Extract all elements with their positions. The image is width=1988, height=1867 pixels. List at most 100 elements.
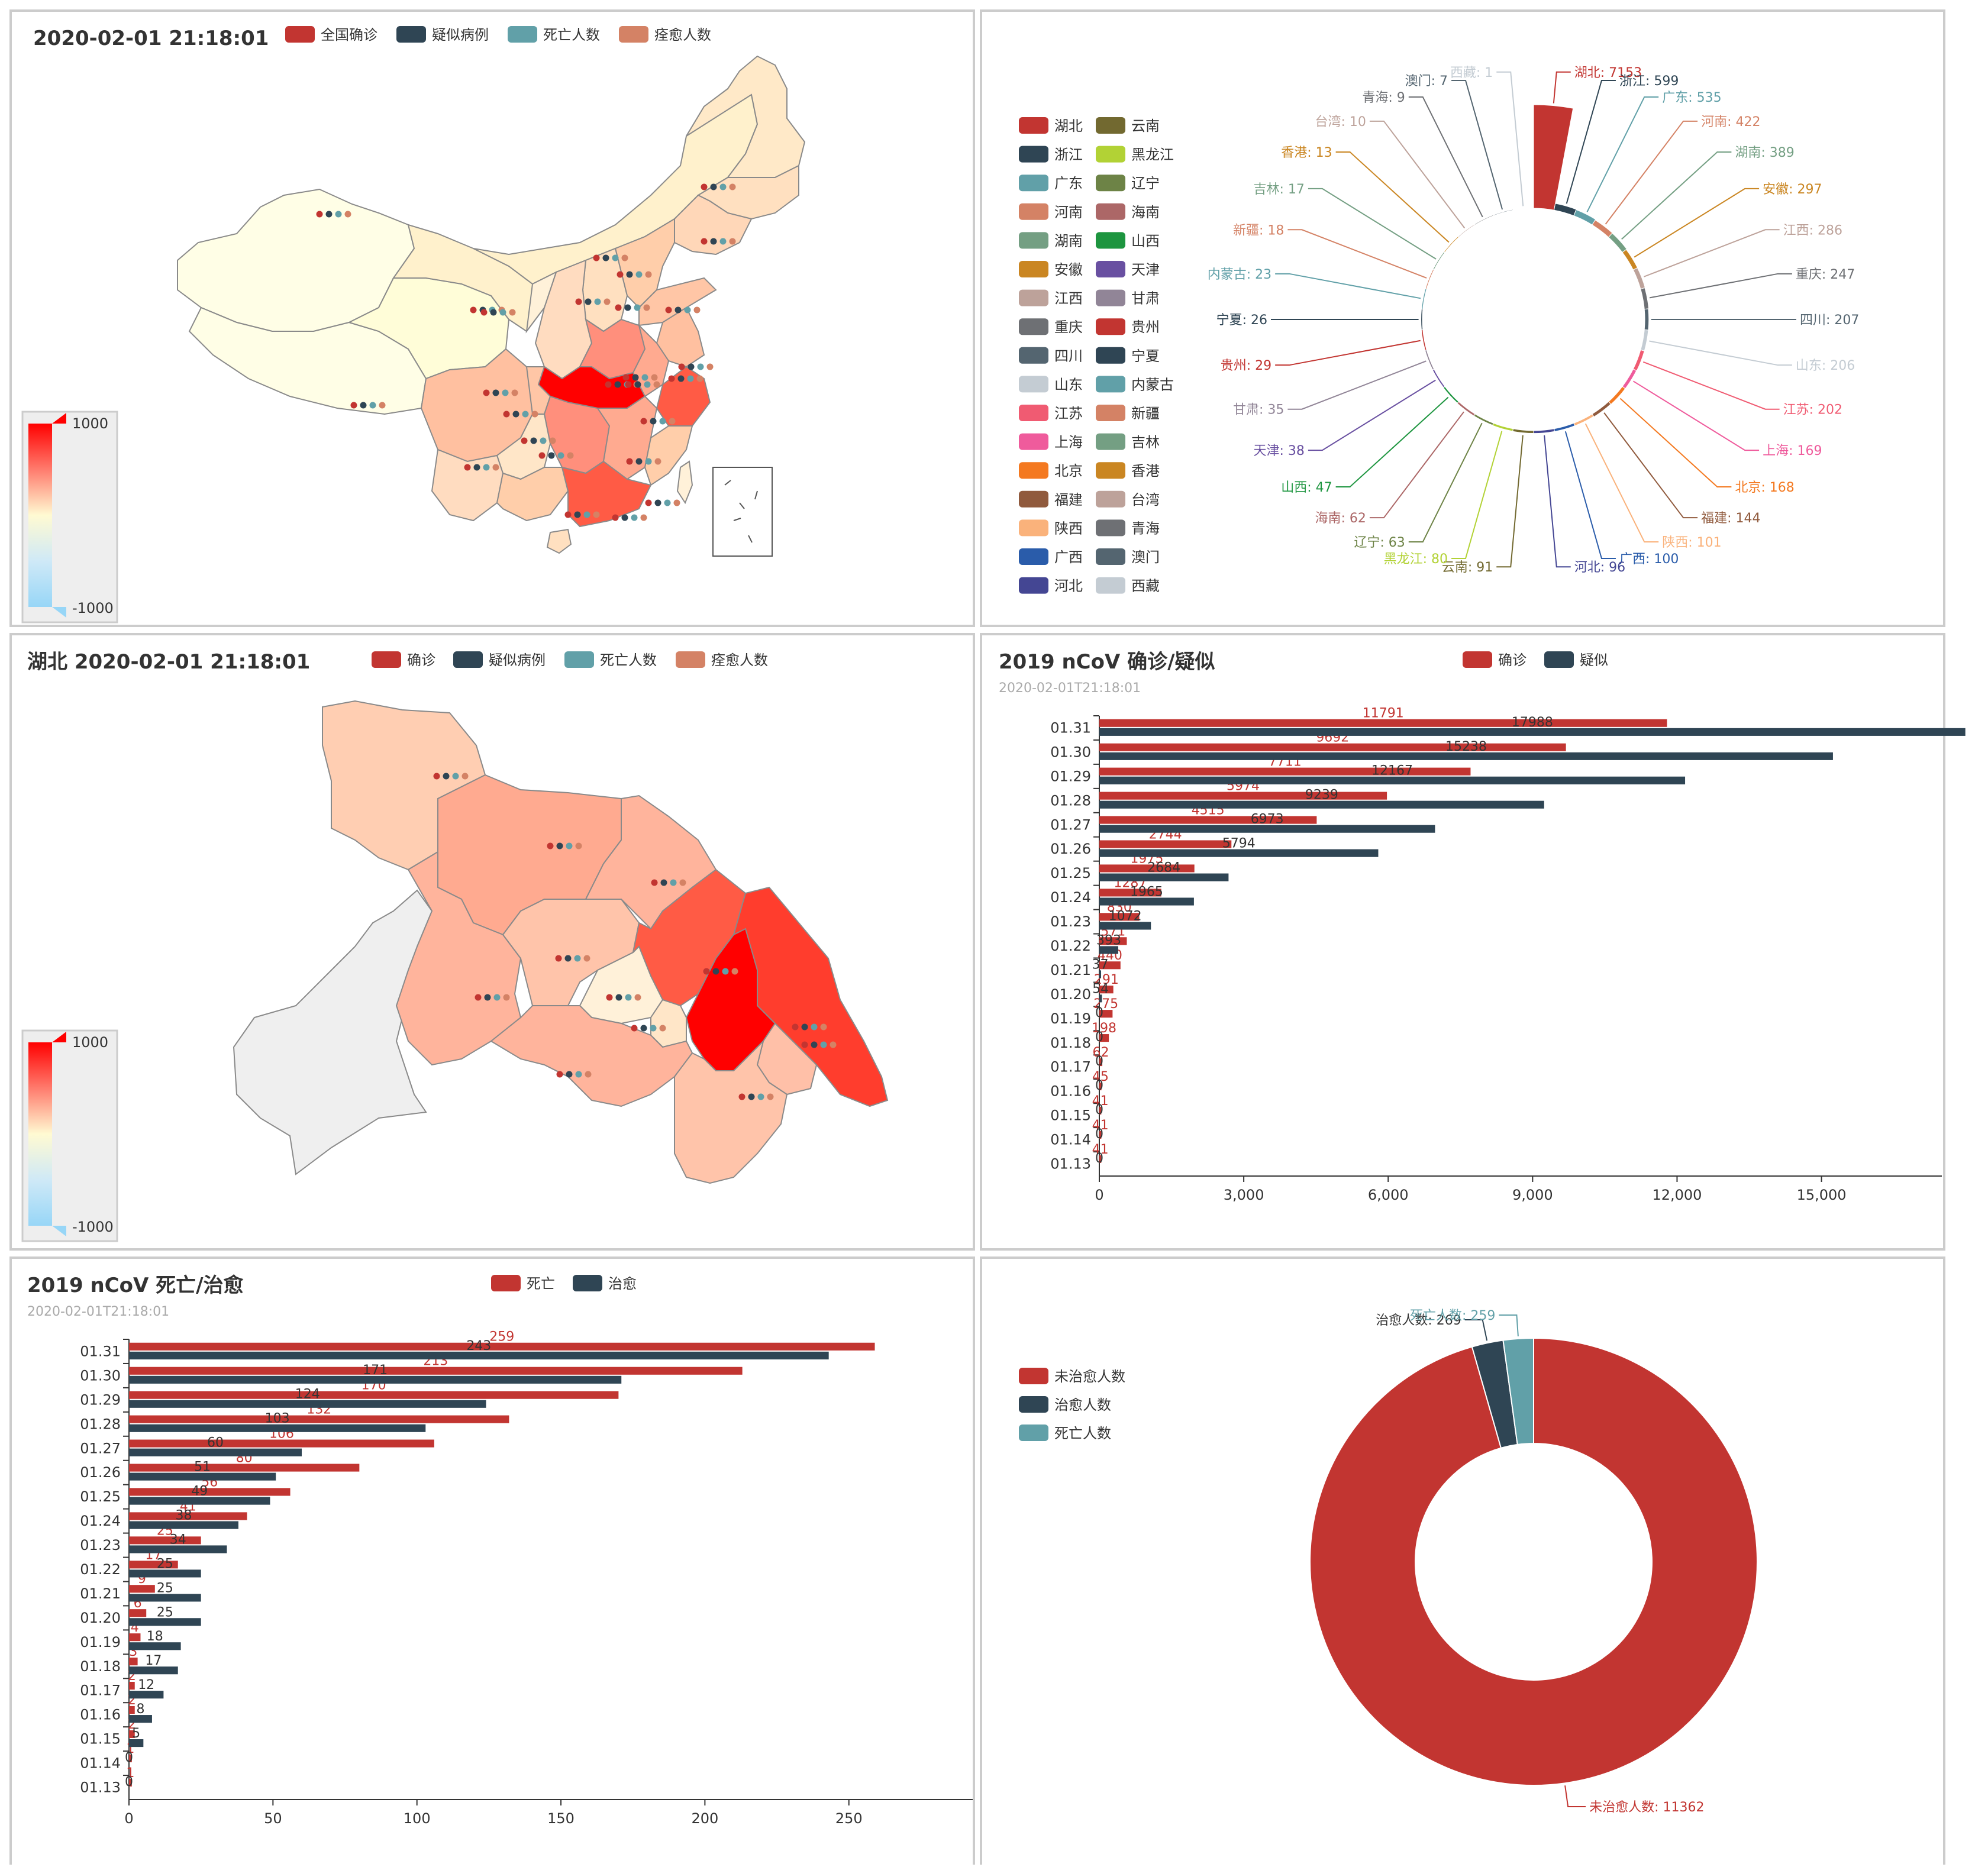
visualmap-1-handle-bottom[interactable] xyxy=(52,607,66,618)
rose-slice[interactable] xyxy=(1533,428,1555,434)
rose-slice[interactable] xyxy=(1640,287,1650,310)
confirm-suspect-bar[interactable] xyxy=(1099,816,1317,824)
rose-slice[interactable] xyxy=(1512,208,1534,211)
map-region-fujian[interactable] xyxy=(644,425,693,486)
donut-slice[interactable] xyxy=(1502,1337,1534,1445)
death-recover-bar[interactable] xyxy=(129,1439,434,1448)
confirm-suspect-bar[interactable] xyxy=(1099,922,1151,930)
death-recover-bar[interactable] xyxy=(129,1448,302,1456)
rose-legend-item[interactable]: 内蒙古 xyxy=(1096,376,1174,393)
death-recover-bar[interactable] xyxy=(129,1424,426,1432)
confirm-suspect-bar[interactable] xyxy=(1099,767,1471,776)
rose-slice[interactable] xyxy=(1421,288,1427,310)
rose-slice[interactable] xyxy=(1533,104,1574,211)
visualmap-2[interactable]: 1000 -1000 xyxy=(21,1029,118,1242)
confirm-suspect-bar[interactable] xyxy=(1099,1155,1102,1163)
rose-slice[interactable] xyxy=(1608,386,1626,405)
visualmap-1-handle-top[interactable] xyxy=(52,413,66,424)
map-region-guangdong[interactable] xyxy=(561,460,652,528)
donut-legend-item[interactable]: 未治愈人数 xyxy=(1019,1368,1125,1385)
rose-slice[interactable] xyxy=(1608,232,1628,253)
death-recover-bar[interactable] xyxy=(129,1739,144,1748)
panel-4-legend-item[interactable]: 疑似 xyxy=(1544,651,1608,668)
confirm-suspect-bar[interactable] xyxy=(1099,840,1232,848)
panel-5-legend-item[interactable]: 死亡 xyxy=(491,1275,555,1292)
panel-1-legend-item[interactable]: 死亡人数 xyxy=(508,26,600,43)
rose-legend-item[interactable]: 江西 xyxy=(1019,289,1083,307)
rose-slice[interactable] xyxy=(1573,209,1596,225)
rose-slice[interactable] xyxy=(1432,251,1445,270)
rose-slice[interactable] xyxy=(1632,267,1646,290)
death-recover-bar[interactable] xyxy=(129,1561,178,1569)
rose-slice[interactable] xyxy=(1492,209,1514,217)
panel-3-legend-item[interactable]: 疑似病例 xyxy=(453,651,546,668)
rose-slice[interactable] xyxy=(1474,214,1494,225)
rose-legend-item[interactable]: 重庆 xyxy=(1019,318,1083,335)
death-recover-bar[interactable] xyxy=(129,1497,270,1505)
death-recover-bar[interactable] xyxy=(129,1706,135,1714)
confirm-suspect-bar[interactable] xyxy=(1099,792,1387,800)
death-recover-bar[interactable] xyxy=(129,1778,132,1787)
rose-legend-item[interactable]: 甘肃 xyxy=(1096,289,1160,307)
death-recover-bar[interactable] xyxy=(129,1536,201,1545)
death-recover-bar[interactable] xyxy=(129,1609,147,1617)
rose-slice[interactable] xyxy=(1424,349,1435,370)
panel-1-legend-item[interactable]: 全国确诊 xyxy=(285,26,377,43)
death-recover-bar[interactable] xyxy=(129,1521,238,1529)
rose-legend-item[interactable]: 四川 xyxy=(1019,347,1083,364)
death-recover-bar[interactable] xyxy=(129,1512,247,1520)
confirm-suspect-bar[interactable] xyxy=(1099,776,1686,784)
rose-slice[interactable] xyxy=(1592,401,1612,418)
death-recover-bar[interactable] xyxy=(129,1633,141,1642)
confirm-suspect-bar[interactable] xyxy=(1099,970,1102,978)
rose-legend-item[interactable]: 辽宁 xyxy=(1096,175,1160,192)
panel-1-legend-item[interactable]: 痊愈人数 xyxy=(619,26,711,43)
rose-legend-item[interactable]: 贵州 xyxy=(1096,318,1160,335)
confirm-suspect-bar[interactable] xyxy=(1099,1082,1102,1091)
rose-legend-item[interactable]: 西藏 xyxy=(1096,577,1160,595)
rose-legend-item[interactable]: 陕西 xyxy=(1019,519,1083,537)
rose-legend-item[interactable]: 台湾 xyxy=(1096,490,1160,508)
panel-3-legend-item[interactable]: 死亡人数 xyxy=(564,651,657,668)
rose-slice[interactable] xyxy=(1473,414,1494,426)
death-recover-bar[interactable] xyxy=(129,1569,201,1578)
death-recover-bar[interactable] xyxy=(129,1730,135,1738)
map-region-taiwan[interactable] xyxy=(676,460,693,505)
visualmap-2-handle-top[interactable] xyxy=(52,1032,66,1042)
rose-legend-item[interactable]: 北京 xyxy=(1019,462,1083,479)
map-region-shandong[interactable] xyxy=(638,277,717,327)
rose-legend-item[interactable]: 福建 xyxy=(1019,490,1083,508)
death-recover-bar[interactable] xyxy=(129,1342,875,1351)
death-recover-bar[interactable] xyxy=(129,1391,619,1399)
death-recover-bar[interactable] xyxy=(129,1594,201,1602)
confirm-suspect-bar[interactable] xyxy=(1099,719,1667,727)
rose-slice[interactable] xyxy=(1644,308,1650,331)
panel-5-legend-item[interactable]: 治愈 xyxy=(573,1275,637,1292)
map-region-ningxia[interactable] xyxy=(525,271,557,334)
visualmap-1-bar[interactable] xyxy=(28,424,52,607)
rose-slice[interactable] xyxy=(1640,329,1649,351)
donut-legend-item[interactable]: 治愈人数 xyxy=(1019,1396,1111,1413)
rose-slice[interactable] xyxy=(1622,369,1637,389)
death-recover-bar[interactable] xyxy=(129,1400,486,1408)
death-recover-bar[interactable] xyxy=(129,1367,743,1375)
confirm-suspect-bar[interactable] xyxy=(1099,1130,1102,1139)
map-region-hainan[interactable] xyxy=(546,528,572,554)
rose-slice[interactable] xyxy=(1573,414,1595,427)
confirm-suspect-bar[interactable] xyxy=(1099,994,1102,1003)
visualmap-2-bar[interactable] xyxy=(28,1042,52,1226)
rose-slice[interactable] xyxy=(1457,224,1476,238)
rose-legend-item[interactable]: 安徽 xyxy=(1019,261,1083,278)
rose-legend-item[interactable]: 广西 xyxy=(1019,548,1083,566)
panel-4-legend-item[interactable]: 确诊 xyxy=(1463,651,1526,668)
confirm-suspect-bar[interactable] xyxy=(1099,986,1114,994)
death-recover-bar[interactable] xyxy=(129,1715,152,1723)
rose-legend-item[interactable]: 上海 xyxy=(1019,433,1083,451)
death-recover-bar[interactable] xyxy=(129,1585,155,1593)
map-region-enshi-chongqing-west[interactable] xyxy=(233,889,433,1175)
rose-slice[interactable] xyxy=(1442,386,1460,404)
death-recover-bar[interactable] xyxy=(129,1375,622,1384)
rose-legend-item[interactable]: 山西 xyxy=(1096,232,1160,249)
rose-legend-item[interactable]: 海南 xyxy=(1096,203,1160,221)
rose-slice[interactable] xyxy=(1622,249,1638,270)
